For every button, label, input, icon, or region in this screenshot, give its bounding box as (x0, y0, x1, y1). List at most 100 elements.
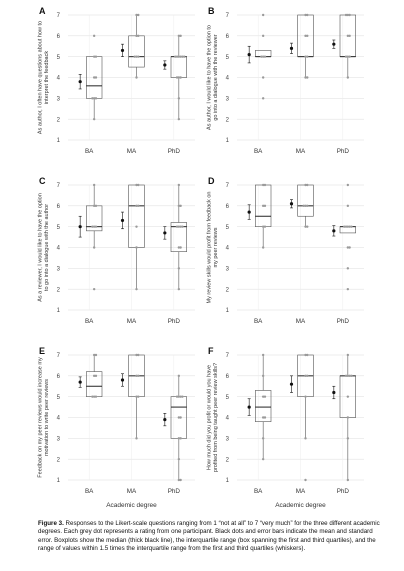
rating-dot (135, 204, 138, 208)
mean-dot (78, 80, 82, 84)
x-tick-label: PhD (168, 318, 181, 325)
rating-dot (348, 374, 351, 378)
x-tick-label: BA (254, 488, 263, 495)
rating-dot (94, 395, 98, 398)
rating-dot (306, 55, 309, 58)
rating-dot (304, 395, 307, 398)
rating-dot (135, 353, 138, 357)
x-tick-label: MA (296, 488, 306, 495)
y-tick-label: 4 (57, 246, 61, 252)
rating-dot (177, 34, 181, 38)
rating-dot (346, 353, 350, 357)
rating-dot (135, 55, 138, 58)
y-axis-label-line: profited from being taught peer review s… (213, 363, 219, 472)
rating-dot (137, 183, 140, 187)
x-tick-label: PhD (168, 148, 181, 155)
y-axis-label: As author, I often have questions about … (38, 21, 50, 134)
panel-d: D 1 2 3 4 5 6 7 BA MA PhD My review skills would pr… (207, 176, 364, 325)
x-tick-label: PhD (168, 488, 181, 495)
rating-dot (135, 395, 138, 398)
rating-dot (179, 437, 182, 440)
rating-dot (135, 34, 138, 38)
x-tick-label: PhD (337, 318, 350, 325)
mean-dot (332, 229, 336, 233)
iqr-box (128, 35, 145, 68)
y-tick-label: 5 (57, 395, 61, 401)
rating-dot (177, 416, 181, 419)
rating-dot (177, 204, 181, 208)
x-tick-label: PhD (337, 148, 350, 155)
rating-dot (94, 353, 98, 357)
rating-dot (179, 204, 182, 208)
rating-dot (92, 395, 96, 398)
y-axis-label-line: As author, I often have questions about … (38, 21, 44, 134)
rating-dot (177, 287, 181, 291)
mean-dot (289, 382, 294, 386)
rating-dot (346, 13, 350, 17)
rating-dot (348, 246, 351, 249)
rating-dot (179, 76, 182, 79)
mean-dot (247, 52, 251, 57)
rating-dot (263, 204, 267, 208)
mean-dot (247, 405, 251, 409)
rating-dot (348, 34, 351, 38)
y-axis-label: My review skills would profit from feedb… (207, 192, 219, 304)
y-tick-label: 2 (226, 457, 230, 463)
mean-dot (163, 417, 167, 422)
rating-dot (94, 76, 98, 79)
y-axis-label: As author, I would like to have the opti… (207, 25, 219, 130)
mean-dot (332, 42, 336, 46)
rating-dot (92, 97, 96, 100)
rating-dot (133, 55, 136, 58)
iqr-box (128, 184, 145, 248)
rating-dot (92, 374, 96, 378)
x-axis-label: Academic degree (106, 502, 157, 509)
iqr-box (255, 390, 272, 422)
y-axis-label-line: to go into a dialogue with the author (44, 204, 50, 291)
rating-dot (344, 55, 348, 58)
y-tick-label: 7 (226, 183, 230, 189)
y-axis-label-line: As author, I would like to have the opti… (207, 25, 213, 130)
rating-dot (179, 416, 182, 419)
rating-dot (306, 374, 309, 378)
rating-dot (261, 246, 265, 249)
rating-dot (181, 395, 184, 398)
rating-dot (137, 55, 140, 58)
rating-dot (92, 204, 96, 208)
mean-dot (163, 63, 167, 67)
y-tick-label: 3 (226, 97, 230, 103)
caption-text: Responses to the Likert-scale questions … (38, 520, 380, 552)
rating-dot (304, 353, 307, 357)
rating-dot (346, 395, 350, 398)
rating-dot (135, 437, 138, 440)
rating-dot (94, 55, 98, 58)
y-tick-label: 5 (57, 55, 61, 61)
y-tick-label: 3 (57, 267, 61, 273)
rating-dot (306, 183, 309, 187)
panel-e: E 1 2 3 4 5 6 7 BA MA PhD Feedback on my peer revie… (38, 346, 195, 509)
rating-dot (181, 55, 184, 58)
rating-dot (263, 225, 267, 228)
rating-dot (348, 13, 351, 17)
rating-dot (346, 267, 350, 270)
rating-dot (261, 204, 265, 208)
rating-dot (179, 246, 182, 249)
panel-letter: C (39, 176, 46, 186)
mean-dot (78, 380, 82, 384)
rating-dot (261, 395, 265, 398)
rating-dot (306, 13, 309, 17)
iqr-box (297, 184, 314, 217)
mean-dot (332, 390, 336, 395)
rating-dot (304, 478, 307, 482)
y-axis-label-line: Feedback on my peer reviews would increa… (38, 357, 44, 478)
panel-c: C 1 2 3 4 5 6 7 BA MA PhD As a reviewer, I would li… (38, 176, 195, 325)
y-tick-label: 1 (57, 478, 61, 484)
rating-dot (137, 374, 140, 378)
y-tick-label: 4 (226, 416, 230, 422)
rating-dot (179, 34, 182, 38)
rating-dot (92, 353, 96, 357)
rating-dot (348, 55, 351, 58)
rating-dot (177, 374, 181, 378)
y-tick-label: 6 (57, 374, 61, 380)
